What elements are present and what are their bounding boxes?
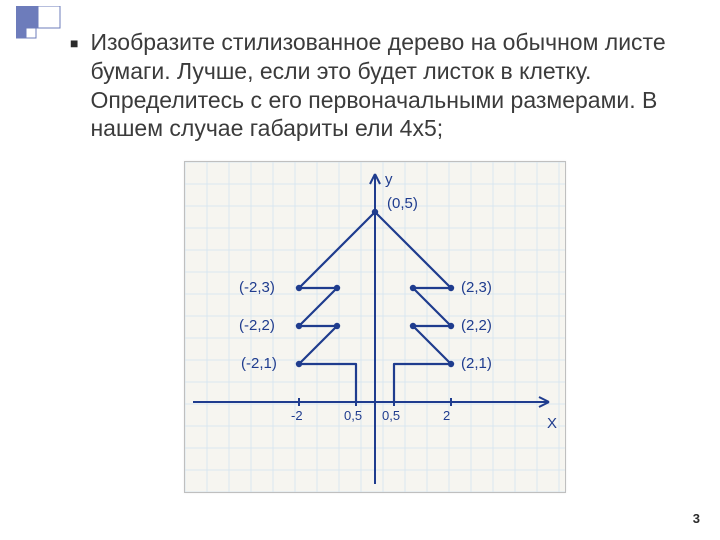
x-tick-label: 0,5 <box>382 408 400 423</box>
coord-label: (2,3) <box>461 279 492 296</box>
x-tick-label: 2 <box>443 408 450 423</box>
coord-label: (-2,1) <box>241 355 277 372</box>
x-tick-label: -2 <box>291 408 303 423</box>
coord-label: (0,5) <box>387 195 418 212</box>
corner-decor <box>16 6 70 38</box>
x-axis-label: X <box>547 415 557 432</box>
coord-label: (2,1) <box>461 355 492 372</box>
coord-label: (-2,3) <box>239 279 275 296</box>
coord-label: (-2,2) <box>239 317 275 334</box>
x-tick-label: 0,5 <box>344 408 362 423</box>
figure-svg: Xy -2 0,5 0,5 2 (0,5) (2,3) (2,2) (2,1) (-2,3) (-2… <box>185 162 565 492</box>
slide-content: ■ Изобразите стилизованное дерево на обы… <box>70 28 680 493</box>
figure-wrap: Xy -2 0,5 0,5 2 (0,5) (2,3) (2,2) (2,1) (-2,3) (-2… <box>70 161 680 493</box>
bullet-marker: ■ <box>70 35 78 53</box>
bullet-item: ■ Изобразите стилизованное дерево на обы… <box>70 28 680 143</box>
tree-figure: Xy -2 0,5 0,5 2 (0,5) (2,3) (2,2) (2,1) (-2,3) (-2… <box>184 161 566 493</box>
bullet-text: Изобразите стилизованное дерево на обычн… <box>90 28 680 143</box>
y-axis-label: y <box>385 171 393 188</box>
page-number: 3 <box>693 511 700 526</box>
coord-label: (2,2) <box>461 317 492 334</box>
